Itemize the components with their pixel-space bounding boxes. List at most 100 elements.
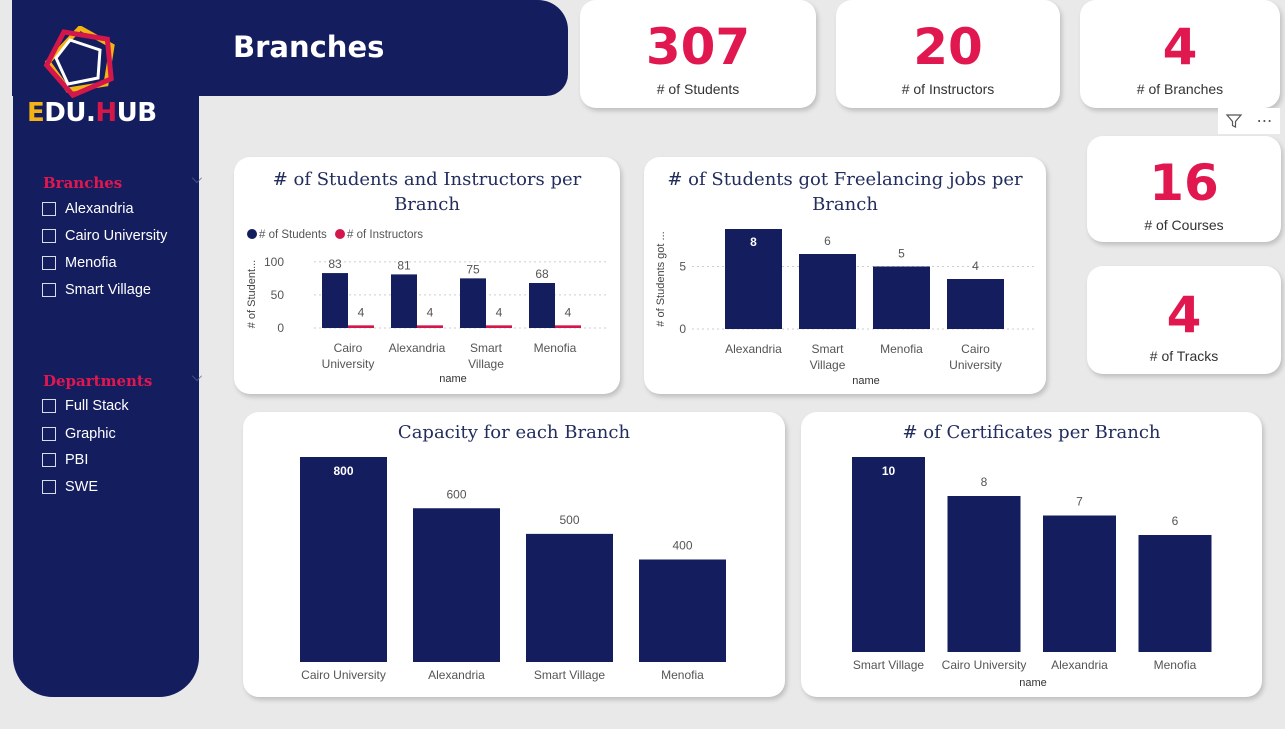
legend-marker xyxy=(247,229,257,239)
logo-text-e: E xyxy=(27,98,45,128)
bar xyxy=(852,457,925,652)
data-label: 600 xyxy=(446,487,466,501)
y-axis-label: # of Student... xyxy=(246,260,258,329)
bar xyxy=(300,457,387,662)
bar xyxy=(947,496,1021,652)
slicer-item-pbi[interactable]: PBI xyxy=(42,452,88,468)
data-label: 8 xyxy=(981,475,988,489)
chart-card-certificates[interactable]: # of Certificates per Branch 10 Smart Vil… xyxy=(801,412,1262,697)
data-label: 10 xyxy=(882,464,896,478)
data-label: 75 xyxy=(466,262,480,276)
tick-label: Alexandria xyxy=(725,342,782,356)
kpi-label: # of Branches xyxy=(1136,81,1224,97)
tick-label: Cairo University xyxy=(942,658,1027,672)
checkbox[interactable] xyxy=(42,453,56,467)
slicer-item-label: Menofia xyxy=(65,255,117,271)
tick-label: Alexandria xyxy=(389,341,446,355)
kpi-card-courses[interactable]: 16 # of Courses xyxy=(1087,136,1281,242)
checkbox[interactable] xyxy=(42,399,56,413)
tick-label: Smart xyxy=(811,342,844,356)
bar xyxy=(526,533,613,662)
legend-label: # of Instructors xyxy=(347,229,423,241)
chart-card-freelancing[interactable]: # of Students got Freelancing jobs per B… xyxy=(644,157,1046,394)
kpi-card-branches[interactable]: 4 # of Branches xyxy=(1080,0,1280,108)
more-options-icon[interactable]: ⋯ xyxy=(1256,113,1273,130)
slicer-item-graphic[interactable]: Graphic xyxy=(42,426,116,442)
tick-label: Cairo xyxy=(961,342,990,356)
logo-text-ub: UB xyxy=(116,98,157,128)
chart-freelancing: 0 5 # of Students got ... 8 Alexandria 6 Smart… xyxy=(655,229,1036,387)
slicer-item-swe[interactable]: SWE xyxy=(42,479,98,495)
legend-label: # of Students xyxy=(259,229,327,241)
slicer-item-label: Smart Village xyxy=(65,282,151,298)
logo-text-h: H xyxy=(95,98,117,128)
kpi-value: 4 xyxy=(1166,286,1202,344)
data-label: 83 xyxy=(328,257,342,271)
bar-instructors xyxy=(555,325,581,328)
branches-slicer-title: Branches xyxy=(43,174,123,192)
bar-students xyxy=(460,278,486,328)
departments-slicer-title: Departments xyxy=(43,372,153,390)
bar xyxy=(1043,515,1116,652)
kpi-card-students[interactable]: 307 # of Students xyxy=(580,0,816,108)
data-label: 5 xyxy=(898,247,905,261)
chart-students-instructors: # of Students # of Instructors 0 50 100 # of … xyxy=(246,229,609,385)
tick-label: Cairo University xyxy=(301,668,386,682)
bar-students xyxy=(529,282,555,328)
data-label: 500 xyxy=(559,513,579,527)
data-label: 4 xyxy=(427,305,434,319)
slicer-item-label: Cairo University xyxy=(65,228,168,244)
slicer-item-menofia[interactable]: Menofia xyxy=(42,255,117,271)
y-tick-label: 0 xyxy=(679,322,686,336)
data-label: 4 xyxy=(565,305,572,319)
tick-label: University xyxy=(322,357,375,371)
filter-icon[interactable] xyxy=(1218,108,1249,134)
kpi-value: 307 xyxy=(645,18,751,76)
page-title: Branches xyxy=(233,30,385,64)
tick-label: Smart Village xyxy=(534,668,605,682)
chart-capacity: 800 Cairo University 600 Alexandria 500 Smart… xyxy=(300,457,726,682)
bar-instructors xyxy=(348,325,374,328)
tick-label: Alexandria xyxy=(428,668,485,682)
y-axis-label: # of Students got ... xyxy=(655,231,667,326)
data-label: 800 xyxy=(333,464,353,478)
kpi-label: # of Instructors xyxy=(901,81,995,97)
data-label: 8 xyxy=(750,235,757,249)
checkbox[interactable] xyxy=(42,202,56,216)
eduhub-logo-icon xyxy=(43,26,115,98)
y-tick-label: 5 xyxy=(679,260,686,274)
slicer-item-smart-village[interactable]: Smart Village xyxy=(42,282,151,298)
checkbox[interactable] xyxy=(42,480,56,494)
checkbox[interactable] xyxy=(42,427,56,441)
kpi-value: 4 xyxy=(1162,18,1198,76)
tick-label: Smart Village xyxy=(853,658,924,672)
checkbox[interactable] xyxy=(42,256,56,270)
tick-label: Menofia xyxy=(1154,658,1197,672)
chart-card-students-instructors[interactable]: # of Students and Instructors per Branch… xyxy=(234,157,620,394)
chart-title: # of Students got Freelancing jobs per B… xyxy=(667,169,1023,215)
logo-text-du: DU. xyxy=(44,98,96,128)
bar xyxy=(947,279,1004,329)
chart-card-capacity[interactable]: Capacity for each Branch 800 Cairo Univer… xyxy=(243,412,785,697)
bar xyxy=(873,266,930,329)
slicer-item-cairo-university[interactable]: Cairo University xyxy=(42,228,167,244)
data-label: 6 xyxy=(824,234,831,248)
checkbox[interactable] xyxy=(42,283,56,297)
chart-title: # of Students and Instructors per Branch xyxy=(272,169,582,215)
checkbox[interactable] xyxy=(42,229,56,243)
logo-text: EDU.HUB xyxy=(27,98,157,128)
slicer-item-alexandria[interactable]: Alexandria xyxy=(42,201,134,217)
kpi-card-instructors[interactable]: 20 # of Instructors xyxy=(836,0,1060,108)
bar-students xyxy=(322,273,348,328)
kpi-card-tracks[interactable]: 4 # of Tracks xyxy=(1087,266,1281,374)
kpi-label: # of Courses xyxy=(1144,217,1224,233)
slicer-item-label: Graphic xyxy=(65,426,116,442)
tick-label: Village xyxy=(810,358,846,372)
y-tick-label: 0 xyxy=(277,321,284,335)
tick-label: Menofia xyxy=(880,342,923,356)
slicer-item-full-stack[interactable]: Full Stack xyxy=(42,398,129,414)
x-axis-label: name xyxy=(1019,677,1047,689)
x-axis-label: name xyxy=(439,373,467,385)
bar-students xyxy=(391,274,417,328)
kpi-value: 20 xyxy=(913,18,983,76)
